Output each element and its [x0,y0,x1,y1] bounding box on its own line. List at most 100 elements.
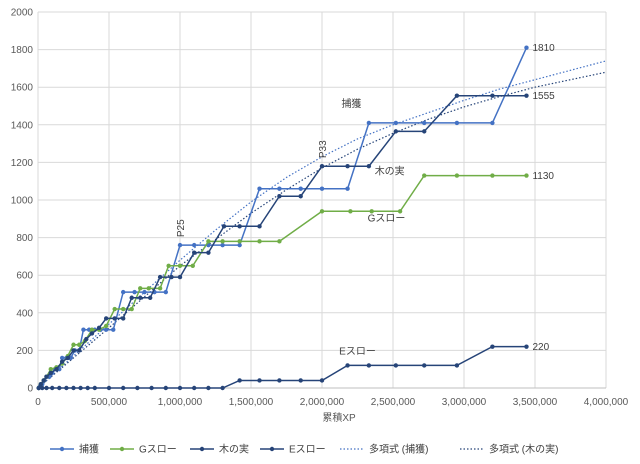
data-point [393,129,399,134]
data-point [490,93,495,98]
data-point [490,173,495,178]
data-point [36,385,41,391]
y-tick-label: 400 [16,308,33,319]
legend-marker [269,446,275,452]
data-point [157,274,163,280]
x-tick-label: 2,500,000 [371,397,416,408]
data-point [44,374,49,379]
data-point [192,242,197,248]
data-point [65,355,71,361]
x-tick-label: 2,000,000 [300,397,345,408]
legend-label: 多項式 (木の実) [489,443,558,456]
data-point [237,242,242,248]
data-point [146,286,151,291]
data-point [319,378,325,383]
data-point [298,194,303,199]
data-point [277,186,282,191]
data-point [76,342,82,347]
data-point [257,378,262,383]
data-point [85,385,90,391]
data-point [54,367,59,372]
data-point [106,385,112,391]
data-point [524,93,529,98]
data-point [277,194,282,199]
data-point [121,316,126,321]
data-point [257,224,262,229]
chart-annotation: 捕獲 [341,97,361,110]
data-point [422,173,427,178]
trendline [37,71,607,389]
data-point [71,385,76,391]
legend-label: Eスロー [289,445,326,456]
legend-item: Gスロー [110,445,177,456]
data-point [138,295,143,300]
series-group [36,173,529,391]
data-point [84,336,89,342]
data-point [345,363,350,368]
data-point [220,242,225,248]
trendlines [37,60,607,389]
data-point [490,120,495,126]
data-point [163,289,168,295]
data-point [257,186,262,191]
chart-annotation: 220 [532,342,549,353]
data-point [59,355,65,361]
y-tick-label: 0 [27,384,33,395]
data-point [89,331,95,336]
data-point [422,120,427,126]
data-point [135,385,140,391]
legend-item: 捕獲 [50,443,99,456]
data-point [345,163,350,169]
data-point [454,363,460,368]
data-point [319,186,325,191]
data-point [220,385,225,391]
data-point [369,209,374,214]
gridlines [37,11,607,389]
x-tick-label: 500,000 [91,397,128,408]
data-point [277,378,282,383]
y-tick-label: 800 [16,233,33,244]
data-point [277,239,282,244]
data-point [192,385,197,391]
data-point [103,323,109,329]
y-tick-label: 600 [16,271,33,282]
data-point [76,348,82,353]
x-tick-label: 3,500,000 [513,397,558,408]
data-point [192,250,197,255]
data-point [121,385,126,391]
data-point [177,385,183,391]
data-point [89,327,95,332]
chart-annotation: 1810 [532,43,555,54]
legend-label: 捕獲 [79,443,99,456]
data-point [121,306,126,312]
series-line [38,94,527,389]
data-point [166,263,171,268]
axes: 0 200 400 600 800 1000 1200 1400 1600 1800 2000 0 50… [11,8,629,409]
data-point [48,370,53,376]
y-tick-label: 1000 [11,196,34,207]
data-point [454,173,460,178]
x-tick-label: 3,000,000 [442,397,487,408]
data-point [206,250,211,255]
legend-item: 多項式 (捕獲) [340,443,428,456]
data-point [366,163,372,169]
data-point [147,295,153,300]
data-point [149,385,154,391]
data-point [454,120,460,126]
data-point [44,385,49,391]
data-point [177,274,183,280]
chart-annotation: 1130 [532,171,554,182]
legend: 捕獲 Gスロー 木の実 Eスロー 多項式 (捕獲) 多項式 (木の実) [50,443,558,456]
data-point [132,289,137,295]
data-point [111,327,116,332]
y-tick-label: 1400 [11,120,34,131]
legend-marker [59,446,65,452]
chart-annotation: 木の実 [375,164,405,177]
data-point [237,378,242,383]
data-point [169,274,174,280]
legend-marker [119,446,125,452]
data-point [345,186,350,191]
data-point [78,385,83,391]
legend-item: 多項式 (木の実) [460,443,558,456]
